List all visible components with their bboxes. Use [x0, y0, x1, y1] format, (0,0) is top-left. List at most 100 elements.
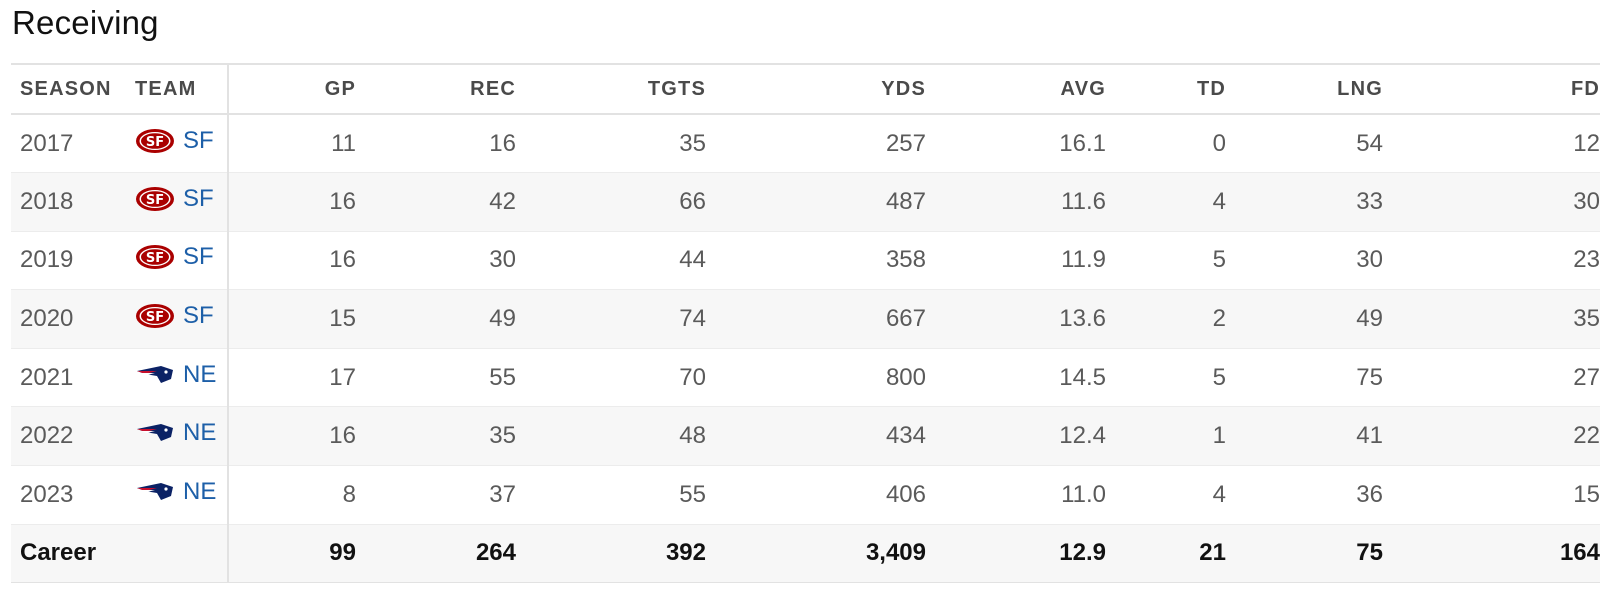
season-cell: 2018	[11, 172, 127, 232]
header-team[interactable]: TEAM	[127, 63, 229, 115]
patriots-logo-icon	[137, 365, 173, 383]
gp-cell: 16	[228, 231, 356, 291]
table-row: 2020 SF SF 15 49 74 667 13.6 2 49 35	[11, 289, 1600, 349]
team-cell[interactable]: NE	[127, 348, 229, 408]
header-season[interactable]: SEASON	[11, 63, 127, 115]
team-cell[interactable]: SF SF	[127, 289, 229, 349]
avg-cell: 13.6	[926, 289, 1106, 349]
team-link[interactable]: NE	[135, 478, 216, 506]
season-cell: 2020	[11, 289, 127, 349]
team-abbr[interactable]: SF	[183, 243, 214, 271]
header-td[interactable]: TD	[1106, 63, 1226, 115]
team-cell[interactable]: NE	[127, 406, 229, 467]
team-abbr[interactable]: NE	[183, 419, 217, 447]
season-cell: 2022	[11, 406, 127, 467]
team-link[interactable]: SF SF	[135, 243, 214, 271]
avg-cell: 11.6	[926, 172, 1106, 232]
team-cell[interactable]: SF SF	[127, 114, 229, 174]
td-cell: 0	[1106, 114, 1226, 174]
team-cell[interactable]: SF SF	[127, 231, 229, 291]
patriots-logo-icon	[137, 482, 173, 500]
table-header-row: SEASON TEAM GP REC TGTS YDS AVG TD LNG F…	[11, 63, 1600, 115]
tgts-cell: 66	[516, 172, 706, 232]
team-abbr[interactable]: SF	[183, 126, 214, 154]
section-title: Receiving	[12, 4, 159, 41]
fd-cell: 23	[1383, 231, 1600, 291]
49ers-logo-icon: SF	[136, 245, 174, 270]
lng-cell: 41	[1226, 406, 1383, 467]
fd-cell: 22	[1383, 406, 1600, 467]
career-rec-cell: 264	[356, 524, 516, 584]
header-yds[interactable]: YDS	[706, 63, 926, 115]
rec-cell: 16	[356, 114, 516, 174]
rec-cell: 37	[356, 465, 516, 525]
svg-text:SF: SF	[146, 310, 164, 325]
career-lng-cell: 75	[1226, 524, 1383, 584]
career-td-cell: 21	[1106, 524, 1226, 584]
yds-cell: 406	[706, 465, 926, 525]
table-row: 2023 NE 8 37 55 406 11.0 4 36 15	[11, 465, 1600, 525]
td-cell: 2	[1106, 289, 1226, 349]
fd-cell: 30	[1383, 172, 1600, 232]
svg-text:SF: SF	[146, 135, 164, 150]
gp-cell: 17	[228, 348, 356, 408]
tgts-cell: 55	[516, 465, 706, 525]
table-row: 2022 NE 16 35 48 434 12.4 1 41 22	[11, 406, 1600, 467]
season-cell: 2021	[11, 348, 127, 408]
header-tgts[interactable]: TGTS	[516, 63, 706, 115]
team-cell[interactable]: SF SF	[127, 172, 229, 232]
team-cell[interactable]: NE	[127, 465, 229, 525]
td-cell: 5	[1106, 231, 1226, 291]
gp-cell: 16	[228, 406, 356, 467]
gp-cell: 8	[228, 465, 356, 525]
svg-text:SF: SF	[146, 193, 164, 208]
rec-cell: 49	[356, 289, 516, 349]
patriots-logo-icon	[137, 424, 173, 442]
lng-cell: 75	[1226, 348, 1383, 408]
fd-cell: 15	[1383, 465, 1600, 525]
receiving-table: SEASON TEAM GP REC TGTS YDS AVG TD LNG F…	[11, 63, 1600, 584]
career-avg-cell: 12.9	[926, 524, 1106, 584]
career-row: Career 99 264 392 3,409 12.9 21 75 164	[11, 524, 1600, 584]
header-rec[interactable]: REC	[356, 63, 516, 115]
lng-cell: 33	[1226, 172, 1383, 232]
tgts-cell: 74	[516, 289, 706, 349]
td-cell: 4	[1106, 465, 1226, 525]
avg-cell: 16.1	[926, 114, 1106, 174]
team-link[interactable]: SF SF	[135, 302, 214, 330]
tgts-cell: 35	[516, 114, 706, 174]
lng-cell: 30	[1226, 231, 1383, 291]
team-abbr[interactable]: NE	[183, 477, 217, 505]
lng-cell: 54	[1226, 114, 1383, 174]
yds-cell: 800	[706, 348, 926, 408]
fd-cell: 35	[1383, 289, 1600, 349]
team-link[interactable]: SF SF	[135, 185, 214, 213]
rec-cell: 35	[356, 406, 516, 467]
career-yds-cell: 3,409	[706, 524, 926, 584]
yds-cell: 358	[706, 231, 926, 291]
team-abbr[interactable]: SF	[183, 302, 214, 330]
rec-cell: 55	[356, 348, 516, 408]
rec-cell: 30	[356, 231, 516, 291]
team-abbr[interactable]: SF	[183, 184, 214, 212]
header-fd[interactable]: FD	[1383, 63, 1600, 115]
header-avg[interactable]: AVG	[926, 63, 1106, 115]
lng-cell: 49	[1226, 289, 1383, 349]
tgts-cell: 70	[516, 348, 706, 408]
yds-cell: 487	[706, 172, 926, 232]
career-team-cell	[127, 524, 229, 584]
gp-cell: 16	[228, 172, 356, 232]
team-abbr[interactable]: NE	[183, 360, 217, 388]
header-gp[interactable]: GP	[228, 63, 356, 115]
svg-text:SF: SF	[146, 251, 164, 266]
header-lng[interactable]: LNG	[1226, 63, 1383, 115]
49ers-logo-icon: SF	[136, 128, 174, 153]
49ers-logo-icon: SF	[136, 186, 174, 211]
team-link[interactable]: NE	[135, 419, 216, 447]
team-link[interactable]: SF SF	[135, 127, 214, 155]
career-tgts-cell: 392	[516, 524, 706, 584]
season-cell: 2023	[11, 465, 127, 525]
team-link[interactable]: NE	[135, 361, 216, 389]
avg-cell: 11.9	[926, 231, 1106, 291]
